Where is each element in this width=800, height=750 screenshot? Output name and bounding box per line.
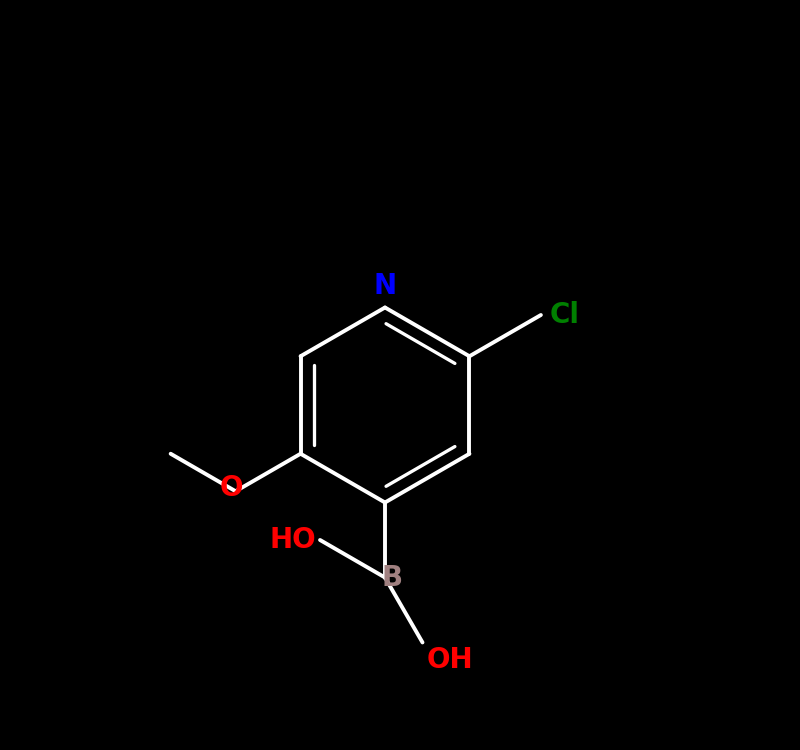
Text: N: N (374, 272, 397, 301)
Text: B: B (382, 563, 403, 592)
Text: O: O (220, 473, 244, 502)
Text: Cl: Cl (550, 301, 580, 329)
Text: OH: OH (426, 646, 473, 674)
Text: HO: HO (270, 526, 316, 554)
